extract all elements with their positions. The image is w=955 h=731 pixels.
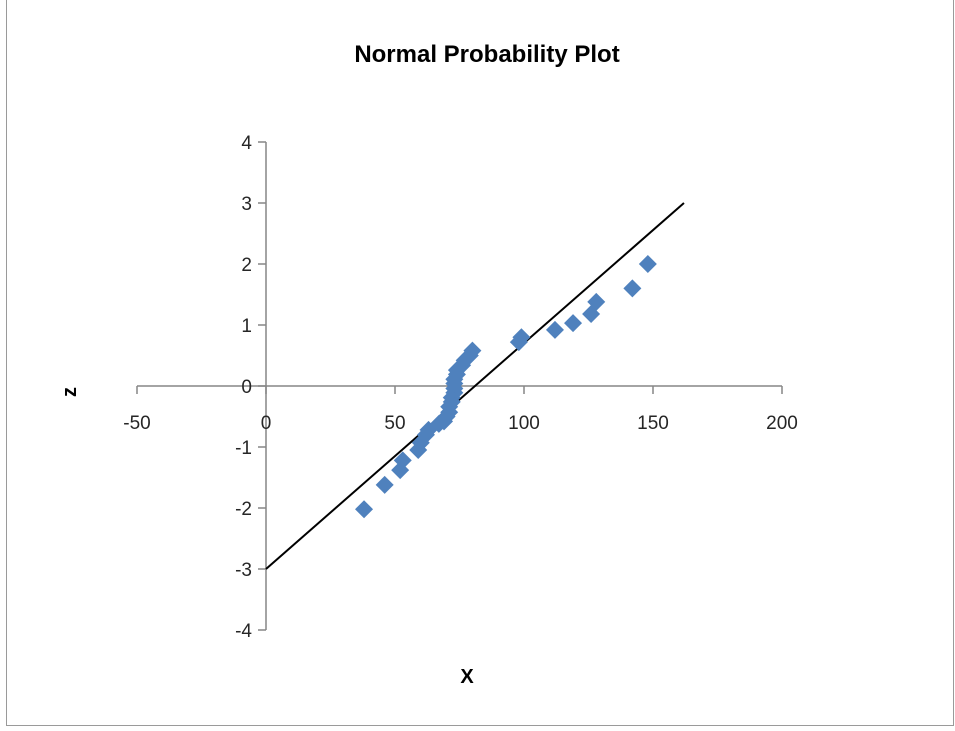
axes: -50 0 50 100 150 200 -4 -3 -2 -1 0 1 2 3 4 <box>123 133 798 642</box>
x-axis-title: X <box>460 666 474 688</box>
x-tick-label: 50 <box>384 413 405 434</box>
data-point <box>375 475 394 494</box>
y-axis-title: z <box>59 387 81 397</box>
data-point <box>463 341 482 360</box>
y-tick-label: -3 <box>235 560 252 581</box>
x-tick-label: 100 <box>508 413 540 434</box>
data-point <box>587 292 606 311</box>
data-point <box>545 320 564 339</box>
y-tick-label: 0 <box>241 377 252 398</box>
x-tick-label: -50 <box>123 413 150 434</box>
y-tick-label: 2 <box>241 255 252 276</box>
reference-line <box>265 202 685 570</box>
x-tick-label: 150 <box>637 413 669 434</box>
normal-probability-chart: Normal Probability Plot -50 0 50 100 150 200-… <box>59 41 798 688</box>
reference-line-group <box>265 202 685 570</box>
chart-frame: Normal Probability Plot -50 0 50 100 150 200-… <box>6 0 954 726</box>
y-tick-label: 4 <box>241 133 252 154</box>
chart-title: Normal Probability Plot <box>354 41 619 68</box>
y-tick-label: -2 <box>235 499 252 520</box>
x-tick-label: 0 <box>261 413 272 434</box>
data-point <box>564 314 583 333</box>
data-point <box>638 255 657 273</box>
data-point <box>393 451 412 470</box>
data-point <box>355 500 374 519</box>
y-tick-label: 1 <box>241 316 252 337</box>
x-tick-label: 200 <box>766 413 798 434</box>
y-tick-label: -4 <box>235 621 252 642</box>
data-point <box>623 279 642 298</box>
data-point <box>512 328 531 347</box>
y-tick-label: 3 <box>241 194 252 215</box>
data-points <box>355 255 657 519</box>
y-tick-label: -1 <box>235 438 252 459</box>
